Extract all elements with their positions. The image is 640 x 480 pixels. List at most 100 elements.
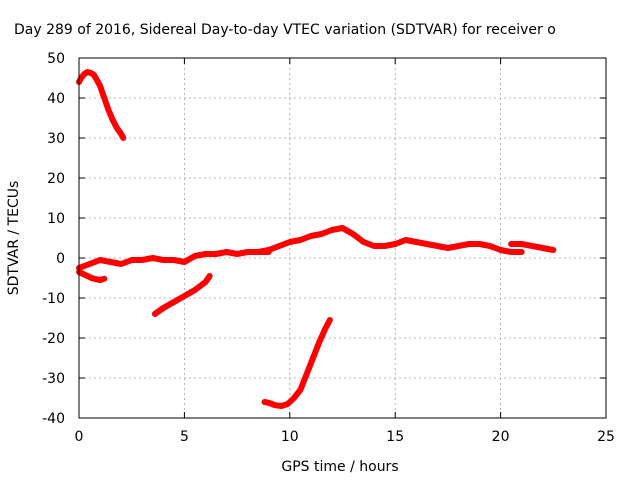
data-point [114,125,120,131]
data-point [192,287,198,293]
y-tick-label: 50 [47,51,65,67]
data-point [455,243,461,249]
y-tick-label: -30 [42,371,65,387]
data-point [108,259,114,265]
data-point [291,395,297,401]
plot-frame [78,57,607,419]
data-point [97,277,103,283]
data-point [519,241,525,247]
data-point [120,135,126,141]
data-point [272,402,278,408]
data-point [129,257,135,263]
y-tick-label: -20 [42,331,65,347]
x-tick-label: 0 [75,429,84,445]
data-point [181,259,187,265]
data-point [424,241,430,247]
grid [79,58,606,418]
data-point [160,257,166,263]
data-point [262,399,267,405]
x-tick-label: 20 [492,429,510,445]
data-point [94,77,100,83]
y-tick-label: 20 [47,171,65,187]
data-point [160,305,166,311]
data-point [89,275,95,281]
y-tick-label: 10 [47,211,65,227]
x-tick-label: 15 [386,429,404,445]
data-point [101,95,107,101]
data-point [327,317,333,323]
data-series [76,69,557,409]
data-point [207,273,213,279]
data-point [403,237,409,243]
data-point [371,243,377,249]
data-point [97,83,103,89]
data-point [203,279,208,285]
data-point [487,243,493,249]
data-point [181,293,187,299]
data-point [297,387,303,393]
data-point [304,371,310,377]
data-point [519,249,525,255]
x-axis-label: GPS time / hours [281,459,398,475]
data-point [540,245,546,251]
data-point [316,339,322,345]
data-point [266,400,272,406]
data-point [110,117,116,123]
data-point [91,72,97,78]
data-point [245,249,251,255]
data-point [392,241,398,247]
data-point [323,325,329,331]
data-point [266,247,272,253]
data-point [550,247,556,253]
y-tick-label: 30 [47,131,65,147]
data-point [508,249,514,255]
data-point [234,251,240,257]
data-point [508,241,514,247]
data-point [466,241,472,247]
data-point [255,249,261,255]
data-point [78,75,84,81]
x-tick-label: 25 [597,429,615,445]
data-point [171,299,177,305]
data-point [101,276,107,282]
data-point [350,231,356,237]
data-point [340,225,345,231]
data-point [192,253,198,259]
data-point [80,271,86,277]
data-point [434,243,440,249]
data-point [150,255,156,261]
data-point [287,239,293,245]
data-point [382,243,388,249]
series-arc-5 [261,317,333,409]
data-point [498,247,504,253]
data-point [118,131,124,137]
data-point [171,257,177,263]
data-point [308,233,314,239]
data-point [203,251,208,257]
data-point [152,311,158,317]
data-point [139,257,145,263]
chart-title: Day 289 of 2016, Sidereal Day-to-day VTE… [14,22,556,38]
data-point [413,239,419,245]
data-point [213,251,219,257]
data-point [285,401,291,407]
data-point [297,237,303,243]
data-point [118,261,124,267]
data-point [224,249,230,255]
data-point [87,261,92,267]
y-tick-label: -40 [42,411,65,427]
axis-ticks: 0 5 10 15 20 25 -40 -30 -20 -10 0 10 20 30 40 50 [42,51,615,445]
data-point [361,239,367,245]
y-axis-label: SDTVAR / TECUs [6,181,22,296]
y-tick-label: 40 [47,91,65,107]
data-point [106,107,111,113]
y-tick-label: -10 [42,291,65,307]
data-point [84,273,90,279]
data-point [278,403,284,409]
data-point [445,245,451,251]
y-tick-label: 0 [56,251,65,267]
data-point [93,276,99,282]
data-point [310,355,316,361]
data-point [477,241,482,247]
